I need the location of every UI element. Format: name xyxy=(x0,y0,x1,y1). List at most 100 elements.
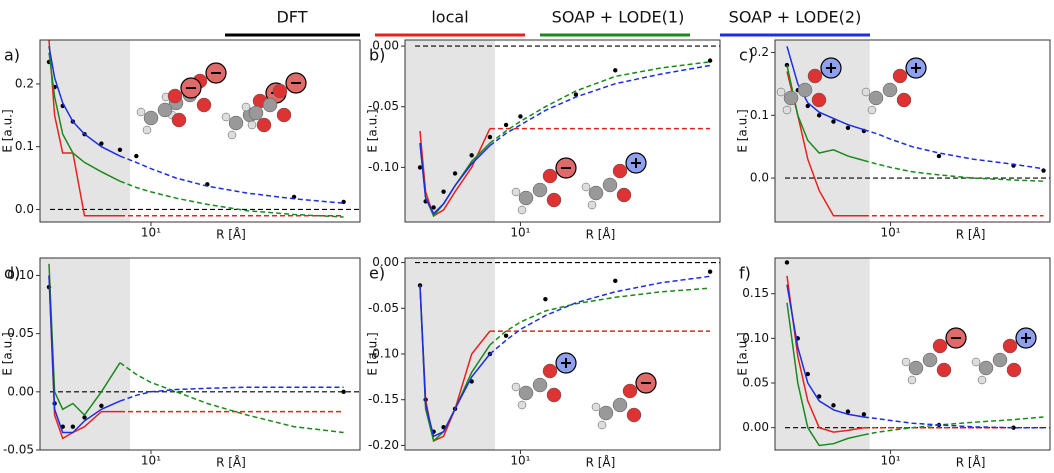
atom xyxy=(248,121,256,129)
y-axis-label: E [a.u.] xyxy=(736,332,750,375)
y-tick-label: 0.15 xyxy=(742,286,769,300)
panel-label: f) xyxy=(739,264,751,283)
y-tick-label: 0.05 xyxy=(742,376,769,390)
dft-point xyxy=(846,126,850,130)
atom xyxy=(242,103,250,111)
atom xyxy=(137,108,145,116)
y-tick-label: -0.15 xyxy=(368,392,399,406)
y-tick-label: 0.00 xyxy=(7,384,34,398)
y-tick-label: -0.20 xyxy=(368,438,399,452)
atom xyxy=(868,106,876,114)
dft-point xyxy=(831,403,835,407)
atom xyxy=(229,116,243,130)
atom xyxy=(1003,339,1017,353)
atom xyxy=(582,183,590,191)
atom xyxy=(897,93,911,107)
atom xyxy=(923,353,937,367)
dft-point xyxy=(862,412,866,416)
dft-point xyxy=(488,135,492,139)
atom xyxy=(172,113,186,127)
atom xyxy=(543,364,557,378)
legend-label: SOAP + LODE(2) xyxy=(729,8,862,27)
y-tick-label: 0.2 xyxy=(15,76,34,90)
y-axis-label: E [a.u.] xyxy=(1,332,15,375)
atom xyxy=(168,89,182,103)
panel-label: d) xyxy=(4,264,20,283)
series-line xyxy=(490,288,710,345)
series-line xyxy=(120,387,344,401)
atom xyxy=(599,406,613,420)
atom xyxy=(908,376,916,384)
panel-label: e) xyxy=(369,264,385,283)
panel xyxy=(405,40,720,222)
dft-point xyxy=(543,297,547,301)
atom xyxy=(277,108,291,122)
atom xyxy=(862,88,870,96)
dft-point xyxy=(469,153,473,157)
series-line xyxy=(490,276,710,354)
atom xyxy=(937,363,951,377)
atom xyxy=(623,384,637,398)
dft-point xyxy=(504,123,508,127)
atom xyxy=(543,169,557,183)
dft-point xyxy=(453,171,457,175)
y-tick-label: 0.0 xyxy=(750,171,769,185)
atom xyxy=(613,398,627,412)
atom xyxy=(228,131,236,139)
atom xyxy=(972,358,980,366)
y-tick-label: -0.05 xyxy=(368,301,399,315)
panel-label: c) xyxy=(739,46,754,65)
series-line xyxy=(864,130,1044,169)
x-tick-label: 10¹ xyxy=(141,226,161,240)
dft-point xyxy=(613,68,617,72)
atom xyxy=(812,93,826,107)
panel xyxy=(775,258,1050,450)
dft-point xyxy=(708,270,712,274)
atom xyxy=(547,388,561,402)
x-tick-label: 10¹ xyxy=(141,454,161,468)
atom xyxy=(978,376,986,384)
x-tick-label: 10¹ xyxy=(881,454,901,468)
y-tick-label: 0.0 xyxy=(15,202,34,216)
series-line xyxy=(120,181,344,217)
atom xyxy=(519,386,533,400)
y-tick-label: 0.1 xyxy=(750,108,769,122)
x-axis-label: R [Å] xyxy=(216,455,246,470)
panel-label: b) xyxy=(369,46,385,65)
atom xyxy=(143,126,151,134)
x-axis-label: R [Å] xyxy=(586,227,616,242)
y-tick-label: 0.1 xyxy=(15,139,34,153)
y-tick-label: 0.00 xyxy=(742,420,769,434)
legend-label: local xyxy=(431,8,468,27)
panel xyxy=(40,40,360,222)
atom xyxy=(158,103,172,117)
atom xyxy=(512,383,520,391)
atom xyxy=(617,188,631,202)
atom xyxy=(589,186,603,200)
atom xyxy=(777,88,785,96)
legend-label: SOAP + LODE(1) xyxy=(552,8,685,27)
atom xyxy=(519,191,533,205)
x-tick-label: 10¹ xyxy=(510,454,530,468)
x-tick-label: 10¹ xyxy=(881,226,901,240)
dft-point xyxy=(831,119,835,123)
atom xyxy=(588,201,596,209)
atom xyxy=(1007,363,1021,377)
atom xyxy=(222,113,230,121)
dft-point xyxy=(1041,168,1045,172)
atom xyxy=(893,69,907,83)
x-axis-label: R [Å] xyxy=(586,455,616,470)
series-line xyxy=(120,363,344,433)
atom xyxy=(613,164,627,178)
atom xyxy=(257,118,271,132)
atom xyxy=(783,106,791,114)
y-tick-label: -0.10 xyxy=(368,160,399,174)
atom xyxy=(273,84,287,98)
y-tick-label: -0.05 xyxy=(3,443,34,457)
atom xyxy=(784,91,798,105)
molecule xyxy=(137,78,201,134)
atom xyxy=(263,98,277,112)
atom xyxy=(808,69,822,83)
molecule xyxy=(902,328,966,384)
atom xyxy=(603,178,617,192)
